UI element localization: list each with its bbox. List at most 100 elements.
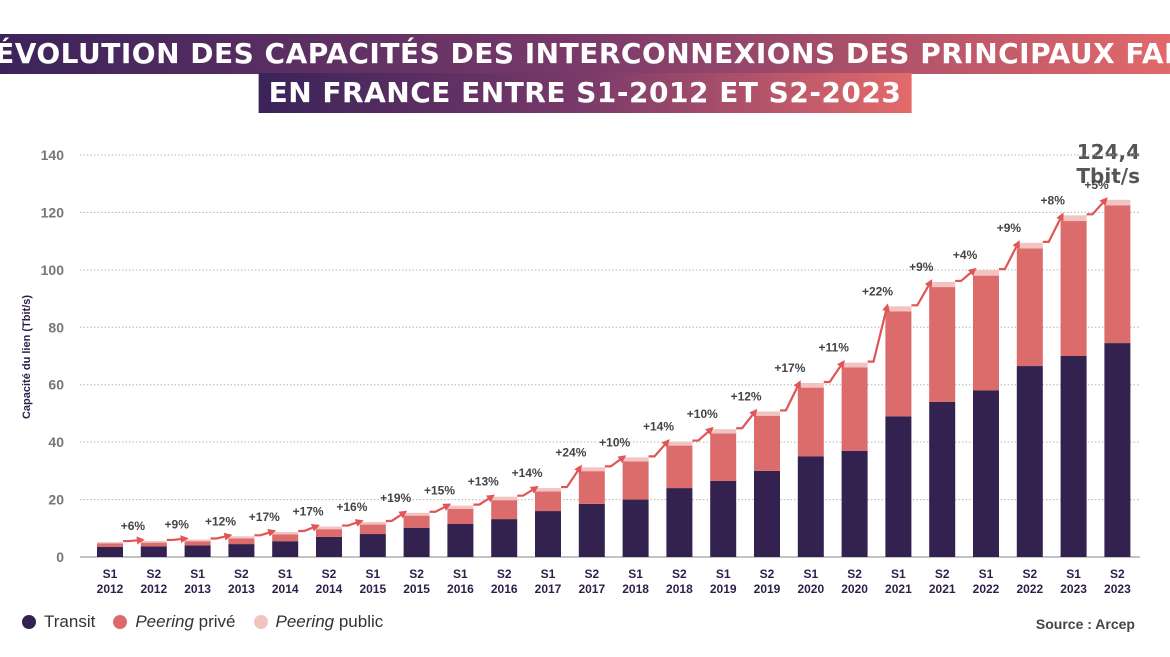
x-tick-label: 2023 bbox=[1104, 582, 1131, 596]
bar-peering-prive bbox=[359, 524, 386, 535]
x-tick-label: S2 bbox=[1022, 567, 1037, 581]
bar-peering-public bbox=[272, 532, 299, 535]
x-tick-label: S1 bbox=[979, 567, 994, 581]
bar-peering-public bbox=[1060, 215, 1087, 222]
legend-item-peering-prive: Peering privé bbox=[113, 612, 236, 632]
x-tick-label: 2013 bbox=[228, 582, 255, 596]
bar-peering-prive bbox=[447, 508, 474, 524]
chart-title-line-1: ÉVOLUTION DES CAPACITÉS DES INTERCONNEXI… bbox=[0, 34, 1170, 74]
y-tick-label: 0 bbox=[56, 549, 64, 565]
bar-peering-prive bbox=[929, 287, 956, 402]
growth-label: +12% bbox=[731, 389, 762, 403]
bar-peering-public bbox=[973, 270, 999, 276]
y-tick-label: 20 bbox=[48, 492, 64, 508]
x-tick-label: 2018 bbox=[666, 582, 693, 596]
bar-transit bbox=[929, 401, 956, 557]
x-tick-label: 2019 bbox=[710, 582, 737, 596]
growth-arrow bbox=[298, 524, 320, 533]
growth-arrow bbox=[1042, 212, 1064, 243]
bar-transit bbox=[228, 544, 255, 557]
chart-title-line-2: EN FRANCE ENTRE S1-2012 ET S2-2023 bbox=[258, 73, 912, 113]
y-axis-title: Capacité du lien (Tbit/s) bbox=[21, 295, 33, 419]
x-tick-label: S1 bbox=[891, 567, 906, 581]
x-tick-label: 2021 bbox=[885, 582, 912, 596]
bar-peering-public bbox=[1016, 242, 1043, 249]
x-tick-label: 2013 bbox=[184, 582, 211, 596]
x-tick-label: 2012 bbox=[97, 582, 124, 596]
bar-peering-prive bbox=[754, 415, 780, 471]
bar-peering-public bbox=[885, 306, 912, 312]
growth-label: +9% bbox=[165, 517, 190, 531]
bar-peering-prive bbox=[578, 471, 605, 504]
legend-label-peering-prive: Peering privé bbox=[135, 612, 236, 631]
growth-label: +5% bbox=[1084, 178, 1109, 192]
bar-peering-prive bbox=[228, 538, 255, 545]
bar-peering-prive bbox=[316, 529, 342, 537]
x-tick-label: 2020 bbox=[841, 582, 868, 596]
legend-label-peering-public: Peering public bbox=[275, 612, 384, 631]
growth-label: +14% bbox=[643, 420, 674, 434]
x-tick-label: 2022 bbox=[973, 582, 1000, 596]
bar-transit bbox=[885, 416, 912, 557]
bar-peering-public bbox=[666, 441, 693, 446]
growth-label: +4% bbox=[953, 248, 978, 262]
bar-transit bbox=[447, 523, 474, 557]
x-tick-label: 2017 bbox=[578, 582, 605, 596]
x-tick-label: S2 bbox=[847, 567, 862, 581]
legend-swatch-transit bbox=[22, 615, 36, 629]
growth-arrow bbox=[823, 359, 845, 384]
bar-transit bbox=[1016, 366, 1043, 557]
bar-peering-prive bbox=[140, 542, 167, 547]
growth-arrow bbox=[1086, 197, 1108, 216]
growth-arrow bbox=[780, 380, 801, 412]
growth-arrow bbox=[955, 267, 977, 283]
growth-label: +9% bbox=[997, 221, 1022, 235]
bar-transit bbox=[316, 536, 342, 557]
x-tick-label: S2 bbox=[672, 567, 687, 581]
x-tick-label: S2 bbox=[497, 567, 512, 581]
bar-peering-public bbox=[359, 521, 386, 525]
growth-arrow bbox=[692, 426, 714, 442]
bar-transit bbox=[535, 511, 561, 557]
growth-arrow bbox=[648, 439, 670, 458]
bar-peering-public bbox=[754, 411, 780, 416]
growth-label: +8% bbox=[1041, 193, 1066, 207]
bar-peering-prive bbox=[1060, 221, 1087, 356]
bar-peering-public bbox=[491, 496, 518, 501]
bar-peering-prive bbox=[1016, 248, 1043, 367]
bar-peering-public bbox=[447, 505, 474, 509]
bar-peering-prive bbox=[97, 543, 123, 547]
growth-arrow bbox=[604, 455, 627, 468]
bar-peering-prive bbox=[885, 311, 912, 417]
bar-peering-public bbox=[622, 457, 649, 462]
x-tick-label: S2 bbox=[584, 567, 599, 581]
growth-arrow bbox=[210, 532, 233, 541]
x-tick-label: 2012 bbox=[140, 582, 167, 596]
bar-peering-prive bbox=[973, 275, 999, 391]
growth-label: +19% bbox=[380, 491, 411, 505]
bar-peering-prive bbox=[666, 445, 693, 489]
chart-legend: Transit Peering privé Peering public bbox=[22, 612, 401, 632]
total-unit: Tbit/s bbox=[1076, 164, 1140, 188]
y-tick-label: 60 bbox=[48, 377, 64, 393]
legend-swatch-peering-public bbox=[253, 615, 268, 629]
growth-arrow bbox=[736, 408, 758, 430]
total-value: 124,4 bbox=[1076, 140, 1140, 164]
x-tick-label: S1 bbox=[628, 567, 643, 581]
growth-label: +17% bbox=[293, 505, 324, 519]
legend-swatch-peering-prive bbox=[113, 615, 128, 629]
growth-arrow bbox=[517, 486, 539, 497]
bar-peering-public bbox=[578, 467, 605, 472]
growth-arrow bbox=[561, 464, 582, 489]
x-tick-label: S2 bbox=[409, 567, 424, 581]
growth-label: +9% bbox=[909, 260, 934, 274]
x-tick-label: S1 bbox=[365, 567, 380, 581]
bar-transit bbox=[491, 519, 518, 557]
x-tick-label: 2023 bbox=[1060, 582, 1087, 596]
growth-arrow bbox=[999, 240, 1020, 271]
growth-arrow bbox=[342, 519, 364, 527]
bar-peering-public bbox=[184, 539, 211, 542]
x-tick-label: 2014 bbox=[316, 582, 343, 596]
growth-label: +14% bbox=[512, 466, 543, 480]
x-tick-label: 2017 bbox=[535, 582, 562, 596]
